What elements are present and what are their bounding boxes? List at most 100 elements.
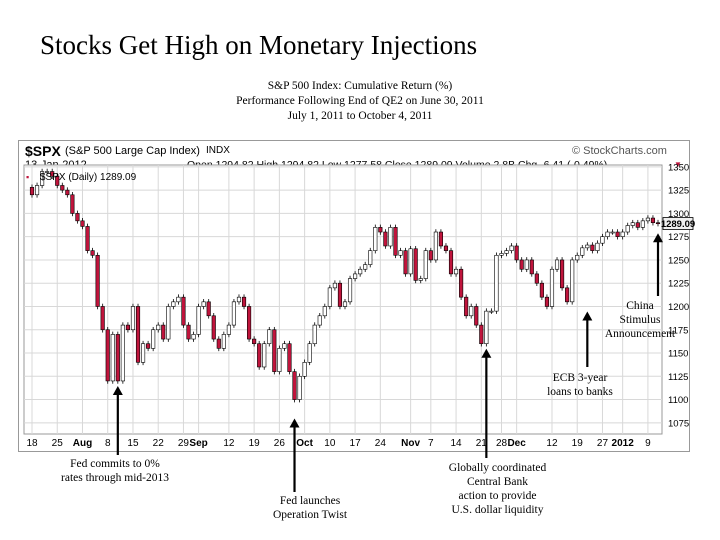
candlestick [166,303,171,342]
candle-body [206,301,211,317]
candle-body [317,315,322,326]
y-tick-label: 1075 [668,418,689,429]
candlestick [413,245,418,284]
candle-body [342,301,348,307]
annotation-fed-zero-rates: Fed commits to 0% rates through mid-2013 [61,458,169,484]
candle-body [373,227,378,251]
arrow-central-bank [481,348,492,458]
candle-body [125,324,130,331]
x-tick-label: 12 [223,438,235,449]
candlestick [363,261,368,273]
candle-body [433,231,438,261]
candle-body [70,194,75,214]
candle-body [60,185,65,191]
x-tick-label: Dec [507,438,526,449]
candlestick [580,245,585,259]
candle-body [448,250,454,275]
candle-body [40,171,45,186]
candle-body [655,222,661,225]
candlestick [110,331,115,384]
candle-body [453,268,459,275]
candlestick [60,182,65,193]
candle-body [176,296,181,303]
candle-body [595,242,600,251]
candlestick [191,331,196,342]
arrow-china-stimulus [653,233,663,296]
candlestick [640,218,645,231]
x-tick-label: 10 [324,438,336,449]
x-tick-label: 22 [153,438,165,449]
candlestick [181,294,186,328]
arrow-fed-zero-rates [112,385,123,455]
chg-down-arrow-icon: ▼ [674,160,682,169]
candlestick [595,240,600,254]
candle-body [479,324,484,345]
y-tick-label: 1100 [668,395,688,406]
candlestick [469,303,474,319]
x-tick-label: 18 [26,438,38,449]
candlestick [398,247,403,259]
y-tick-label: 1275 [668,232,689,243]
candle-body [282,343,287,349]
candle-body [459,268,464,298]
candle-body [115,334,120,382]
candlestick [29,184,35,198]
candlestick [231,299,237,328]
candlestick [342,299,348,310]
candlestick [322,303,327,319]
candlestick [211,312,216,342]
candlestick [368,247,373,268]
candlestick [257,340,262,370]
x-tick-label: 29 [178,438,190,449]
candlestick [529,257,534,277]
candle-body [140,343,146,363]
arrow-head-icon [653,233,663,243]
candle-body [368,250,373,265]
candle-body [554,259,560,270]
candle-body [600,236,605,244]
candle-body [29,187,35,196]
candlestick [50,168,55,179]
candlestick [262,340,267,370]
candle-body [570,259,575,303]
candle-body [262,343,267,368]
candle-body [221,334,226,349]
candle-body [590,244,595,251]
candlestick [45,168,50,175]
candlestick [40,168,45,189]
candlestick [241,294,247,310]
candlestick [423,247,428,282]
candlestick [499,250,504,259]
x-tick-label: 21 [476,438,488,449]
candlestick [560,257,565,291]
candle-body [272,329,277,372]
candle-body [474,306,479,326]
candlestick [570,257,575,305]
candlestick [327,285,332,310]
candle-body [640,220,645,228]
candle-body [166,306,171,340]
candle-body [312,324,317,345]
candle-body [110,334,115,382]
candle-body [327,287,332,307]
candle-body [216,338,221,349]
candlestick [630,219,635,229]
candle-body [105,329,110,382]
candle-body [418,278,423,281]
x-tick-label: 25 [52,438,64,449]
candlestick [140,340,146,366]
candlestick [358,266,363,277]
candlestick [610,229,615,235]
candle-body [484,310,489,345]
candlestick [428,247,433,263]
candle-body [438,231,443,247]
candle-body [565,287,570,303]
x-tick-label: 27 [597,438,609,449]
candlestick [524,257,529,273]
candle-body [322,306,327,317]
candlestick [332,280,337,291]
candle-body [388,227,393,247]
candlestick [297,373,302,403]
last-price-label: 1289.09 [661,219,695,230]
subtitle-line-1: S&P 500 Index: Cumulative Return (%) [267,80,453,92]
